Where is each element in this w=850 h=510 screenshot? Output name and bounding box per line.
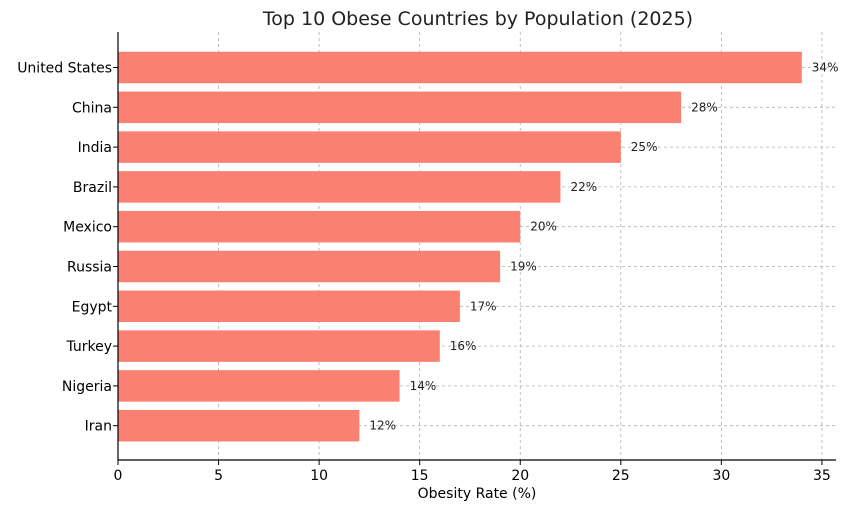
category-label: Egypt xyxy=(72,299,113,315)
x-tick-label: 25 xyxy=(612,468,630,484)
bar xyxy=(118,91,682,124)
data-label: 19% xyxy=(510,260,537,274)
data-label: 25% xyxy=(631,140,658,154)
bars xyxy=(118,51,802,442)
x-tick-label: 15 xyxy=(411,468,429,484)
data-label: 12% xyxy=(369,419,396,433)
category-label: Russia xyxy=(67,260,112,276)
data-label: 16% xyxy=(450,339,477,353)
data-label: 20% xyxy=(530,220,557,234)
bar xyxy=(118,131,621,163)
chart-title: Top 10 Obese Countries by Population (20… xyxy=(262,8,693,30)
data-label: 17% xyxy=(470,299,497,313)
category-label: Turkey xyxy=(65,339,112,355)
x-ticks: 0 5 10 15 20 25 30 35 xyxy=(114,460,831,484)
category-label: Brazil xyxy=(73,180,112,196)
category-label: China xyxy=(72,100,112,116)
category-label: India xyxy=(78,140,112,156)
x-tick-label: 20 xyxy=(511,468,529,484)
bar xyxy=(118,171,561,203)
x-tick-label: 10 xyxy=(310,468,328,484)
x-tick-label: 35 xyxy=(813,468,831,484)
category-label: Iran xyxy=(85,419,112,435)
category-label: Nigeria xyxy=(62,379,112,395)
bar xyxy=(118,51,802,84)
x-tick-label: 0 xyxy=(114,468,123,484)
bar xyxy=(118,250,501,283)
data-label: 34% xyxy=(812,61,839,75)
category-labels: United States China India Brazil Mexico Russi… xyxy=(17,61,118,435)
bar xyxy=(118,330,440,362)
category-label: United States xyxy=(17,61,112,77)
bar xyxy=(118,370,400,402)
bar xyxy=(118,210,521,243)
x-tick-label: 30 xyxy=(712,468,730,484)
data-label: 22% xyxy=(570,180,597,194)
bar xyxy=(118,290,460,323)
axes xyxy=(117,32,836,461)
x-axis-title: Obesity Rate (%) xyxy=(418,486,537,502)
data-label: 14% xyxy=(410,379,437,393)
category-label: Mexico xyxy=(63,220,112,236)
data-label: 28% xyxy=(691,100,718,114)
x-tick-label: 5 xyxy=(214,468,223,484)
data-labels: 34% 28% 25% 22% 20% 19% 17% 16% 14% 12% xyxy=(369,61,838,433)
bar xyxy=(118,409,360,442)
